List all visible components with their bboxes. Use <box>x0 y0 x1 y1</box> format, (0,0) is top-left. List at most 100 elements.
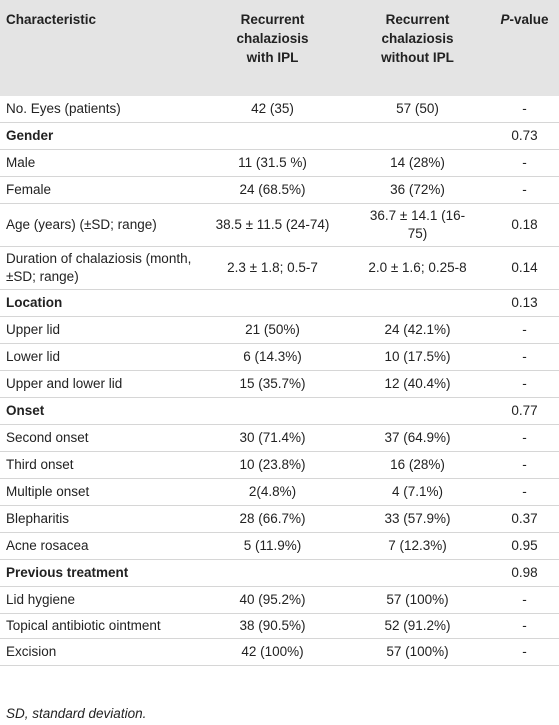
row-label: Upper and lower lid <box>0 370 200 398</box>
table-row: Gender 0.73 <box>0 122 559 150</box>
table-row: Topical antibiotic ointment 38 (90.5%) 52 … <box>0 613 559 639</box>
cell: 36.7 ± 14.1 (16-75) <box>345 203 490 247</box>
header-row: Characteristic Recurrent chalaziosis wit… <box>0 0 559 96</box>
cell: 21 (50%) <box>200 316 345 344</box>
cell: 5 (11.9%) <box>200 532 345 560</box>
table: Characteristic Recurrent chalaziosis wit… <box>0 0 559 666</box>
table-row: Upper lid 21 (50%) 24 (42.1%) - <box>0 316 559 344</box>
table-row: Onset 0.77 <box>0 397 559 425</box>
cell: 16 (28%) <box>345 451 490 479</box>
cell: 57 (100%) <box>345 586 490 614</box>
cell: 40 (95.2%) <box>200 586 345 614</box>
cell <box>200 559 345 587</box>
p-value: 0.13 <box>490 289 559 317</box>
table-row: Age (years) (±SD; range) 38.5 ± 11.5 (24-… <box>0 203 559 247</box>
cell <box>345 289 490 317</box>
cell: 30 (71.4%) <box>200 424 345 452</box>
header-cell: P-value <box>490 0 559 96</box>
row-label: Second onset <box>0 424 200 452</box>
p-value: 0.95 <box>490 532 559 560</box>
p-value: - <box>490 149 559 177</box>
row-label: Upper lid <box>0 316 200 344</box>
p-value: - <box>490 176 559 204</box>
row-label: Blepharitis <box>0 505 200 533</box>
cell: 28 (66.7%) <box>200 505 345 533</box>
table-row: Female 24 (68.5%) 36 (72%) - <box>0 176 559 204</box>
cell: 37 (64.9%) <box>345 424 490 452</box>
p-value: - <box>490 370 559 398</box>
row-label: Location <box>0 289 200 317</box>
cell: 2.3 ± 1.8; 0.5-7 <box>200 246 345 290</box>
cell: 57 (100%) <box>345 638 490 666</box>
header-text: Recurrent chalaziosis with IPL <box>236 12 309 65</box>
row-label: Topical antibiotic ointment <box>0 613 200 639</box>
header-cell: Recurrent chalaziosis without IPL <box>345 0 490 96</box>
p-value: 0.14 <box>490 246 559 290</box>
table-row: Lid hygiene 40 (95.2%) 57 (100%) - <box>0 586 559 614</box>
cell: 38 (90.5%) <box>200 613 345 639</box>
p-value: - <box>490 586 559 614</box>
header-text: -value <box>509 12 549 27</box>
footnote: SD, standard deviation. <box>6 706 147 721</box>
cell: 42 (100%) <box>200 638 345 666</box>
row-label: Age (years) (±SD; range) <box>0 203 200 247</box>
cell <box>200 397 345 425</box>
cell: 10 (23.8%) <box>200 451 345 479</box>
cell: 24 (68.5%) <box>200 176 345 204</box>
cell <box>200 289 345 317</box>
cell <box>200 122 345 150</box>
cell: 52 (91.2%) <box>345 613 490 639</box>
cell: 2.0 ± 1.6; 0.25-8 <box>345 246 490 290</box>
p-value: - <box>490 316 559 344</box>
row-label: No. Eyes (patients) <box>0 96 200 123</box>
p-value: 0.73 <box>490 122 559 150</box>
table-row: Acne rosacea 5 (11.9%) 7 (12.3%) 0.95 <box>0 532 559 560</box>
header-cell: Recurrent chalaziosis with IPL <box>200 0 345 96</box>
p-value: 0.37 <box>490 505 559 533</box>
cell: 7 (12.3%) <box>345 532 490 560</box>
cell: 11 (31.5 %) <box>200 149 345 177</box>
p-value: - <box>490 613 559 639</box>
table-row: Blepharitis 28 (66.7%) 33 (57.9%) 0.37 <box>0 505 559 533</box>
row-label: Previous treatment <box>0 559 200 587</box>
table-row: Excision 42 (100%) 57 (100%) - <box>0 638 559 666</box>
cell <box>345 559 490 587</box>
table-row: Location 0.13 <box>0 289 559 317</box>
table-body: No. Eyes (patients) 42 (35) 57 (50) - Gender… <box>0 96 559 666</box>
row-label: Excision <box>0 638 200 666</box>
cell: 24 (42.1%) <box>345 316 490 344</box>
cell: 14 (28%) <box>345 149 490 177</box>
table-row: Multiple onset 2(4.8%) 4 (7.1%) - <box>0 478 559 506</box>
row-label: Male <box>0 149 200 177</box>
p-value: - <box>490 638 559 666</box>
cell: 10 (17.5%) <box>345 343 490 371</box>
cell: 15 (35.7%) <box>200 370 345 398</box>
cell <box>345 397 490 425</box>
p-value: 0.98 <box>490 559 559 587</box>
p-value: - <box>490 96 559 123</box>
cell: 33 (57.9%) <box>345 505 490 533</box>
p-value: 0.18 <box>490 203 559 247</box>
row-label: Third onset <box>0 451 200 479</box>
row-label: Acne rosacea <box>0 532 200 560</box>
cell: 36 (72%) <box>345 176 490 204</box>
table-row: Previous treatment 0.98 <box>0 559 559 587</box>
table-row: Male 11 (31.5 %) 14 (28%) - <box>0 149 559 177</box>
cell: 12 (40.4%) <box>345 370 490 398</box>
row-label: Onset <box>0 397 200 425</box>
cell: 4 (7.1%) <box>345 478 490 506</box>
table-row: Upper and lower lid 15 (35.7%) 12 (40.4%) - <box>0 370 559 398</box>
table-row: No. Eyes (patients) 42 (35) 57 (50) - <box>0 96 559 123</box>
table-row: Lower lid 6 (14.3%) 10 (17.5%) - <box>0 343 559 371</box>
header-italic: P <box>500 12 510 27</box>
p-value: 0.77 <box>490 397 559 425</box>
table-row: Second onset 30 (71.4%) 37 (64.9%) - <box>0 424 559 452</box>
cell: 42 (35) <box>200 96 345 123</box>
p-value: - <box>490 478 559 506</box>
row-label: Lower lid <box>0 343 200 371</box>
p-value: - <box>490 424 559 452</box>
p-value: - <box>490 343 559 371</box>
p-value: - <box>490 451 559 479</box>
cell: 2(4.8%) <box>200 478 345 506</box>
